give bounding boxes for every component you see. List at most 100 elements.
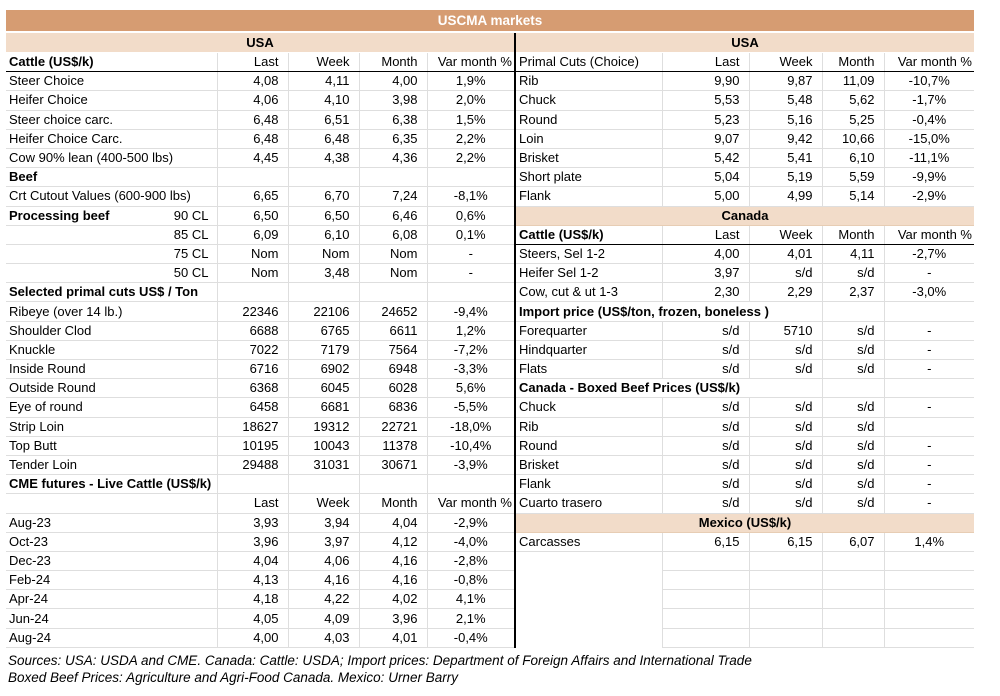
cell-last: 5,00 <box>661 186 749 207</box>
cell-var-month: -9,4% <box>426 301 514 322</box>
table-row: 85 CL 6,09 6,10 6,08 0,1% <box>6 225 514 245</box>
cell-week <box>287 474 359 495</box>
cell-var-month: - <box>883 340 974 361</box>
row-label: Round <box>516 110 662 130</box>
cell-var-month <box>883 417 974 437</box>
cell-last: 5,42 <box>661 148 749 169</box>
cell-var-month: - <box>426 263 514 284</box>
right-market-table: Primal Cuts (Choice) Last Week Month Var mon… <box>516 53 974 648</box>
cell-var-month: -9,9% <box>883 167 974 188</box>
cell-month: 30671 <box>358 455 427 476</box>
cell-week: s/d <box>748 359 822 380</box>
cell-week: 4,22 <box>287 589 359 610</box>
cell-week: 19312 <box>287 417 359 437</box>
table-row: Steer choice carc. 6,48 6,51 6,38 1,5% <box>6 110 514 130</box>
cell-last <box>661 589 749 610</box>
table-row: Inside Round 6716 6902 6948 -3,3% <box>6 359 514 380</box>
cell-last: Last <box>661 225 749 245</box>
cell-month: 6948 <box>358 359 427 380</box>
table-row: 50 CL Nom 3,48 Nom - <box>6 263 514 284</box>
cell-var-month: - <box>883 474 974 495</box>
cell-var-month <box>883 301 974 322</box>
column-header-row: Cattle (US$/k) Last Week Month Var month % <box>6 53 514 73</box>
cell-month: 7,24 <box>358 186 427 207</box>
cell-var-month: Var month % <box>883 53 974 73</box>
cell-last <box>661 551 749 572</box>
cell-last: 4,05 <box>216 608 288 629</box>
row-label: Tender Loin <box>6 455 217 476</box>
cell-last: Nom <box>216 244 288 265</box>
region-band-row: Mexico (US$/k) <box>516 512 974 533</box>
cell-month: s/d <box>821 474 884 495</box>
row-label: Knuckle <box>6 340 217 361</box>
cell-month: 11378 <box>358 436 427 456</box>
cell-month: 6,10 <box>821 148 884 169</box>
table-row: Cuarto trasero s/d s/d s/d - <box>516 493 974 514</box>
cell-last: 2,30 <box>661 282 749 303</box>
row-label: Eye of round <box>6 397 217 418</box>
cell-week: 6765 <box>287 321 359 341</box>
section-label: Import price (US$/ton, frozen, boneless … <box>516 301 822 322</box>
cell-month: s/d <box>821 436 884 456</box>
table-row: Chuck 5,53 5,48 5,62 -1,7% <box>516 90 974 111</box>
cell-month <box>358 474 427 495</box>
cell-month <box>358 167 427 188</box>
cell-last <box>216 474 288 495</box>
cell-var-month: 2,1% <box>426 608 514 629</box>
row-sublabel: 85 CL <box>173 226 209 242</box>
table-row: Rib s/d s/d s/d <box>516 417 974 437</box>
cell-var-month: 1,4% <box>883 532 974 552</box>
cell-week: 7179 <box>287 340 359 361</box>
table-row: Heifer Choice Carc. 6,48 6,48 6,35 2,2% <box>6 129 514 149</box>
table-row: Steer Choice 4,08 4,11 4,00 1,9% <box>6 71 514 92</box>
cell-last <box>216 282 288 303</box>
row-label <box>516 551 662 570</box>
row-label: 50 CL <box>6 263 217 284</box>
table-row: Brisket 5,42 5,41 6,10 -11,1% <box>516 148 974 169</box>
row-label: Round <box>516 436 662 456</box>
cell-month: 6028 <box>358 378 427 399</box>
cell-var-month <box>883 608 974 629</box>
cell-var-month: 2,2% <box>426 129 514 149</box>
cell-var-month: -10,7% <box>883 71 974 92</box>
cell-month: 6,38 <box>358 110 427 130</box>
cell-last: 3,96 <box>216 532 288 552</box>
table-row: Ribeye (over 14 lb.) 22346 22106 24652 -9,4% <box>6 301 514 322</box>
cell-week: 22106 <box>287 301 359 322</box>
cell-week: 6,70 <box>287 186 359 207</box>
cell-var-month: -11,1% <box>883 148 974 169</box>
cell-var-month: Var month % <box>426 53 514 73</box>
table-row: Hindquarter s/d s/d s/d - <box>516 340 974 361</box>
table-row: Heifer Choice 4,06 4,10 3,98 2,0% <box>6 90 514 111</box>
table-row: Flats s/d s/d s/d - <box>516 359 974 380</box>
cell-var-month: 2,2% <box>426 148 514 169</box>
table-row: Rib 9,90 9,87 11,09 -10,7% <box>516 71 974 92</box>
cell-month: 6,46 <box>358 206 427 226</box>
cell-month: 4,00 <box>358 71 427 92</box>
row-label: Ribeye (over 14 lb.) <box>6 301 217 322</box>
table-row: Steers, Sel 1-2 4,00 4,01 4,11 -2,7% <box>516 244 974 265</box>
table-row: Brisket s/d s/d s/d - <box>516 455 974 476</box>
cell-var-month: - <box>883 397 974 418</box>
row-label: Rib <box>516 417 662 437</box>
cell-last: 9,90 <box>661 71 749 92</box>
cell-var-month: -2,9% <box>883 186 974 207</box>
row-label: Jun-24 <box>6 608 217 629</box>
cell-last: 6,48 <box>216 129 288 149</box>
cell-last <box>661 628 749 648</box>
cell-week: 5,16 <box>748 110 822 130</box>
section-label: CME futures - Live Cattle (US$/k) <box>6 474 217 495</box>
row-label: Outside Round <box>6 378 217 399</box>
cell-month: 6,07 <box>821 532 884 552</box>
region-band-label: Canada <box>516 205 974 226</box>
cell-week: 6,48 <box>287 129 359 149</box>
row-label: Cuarto trasero <box>516 493 662 514</box>
row-label: Flank <box>516 186 662 207</box>
cell-week: 6,15 <box>748 532 822 552</box>
right-market-panel: USA Primal Cuts (Choice) Last Week Month Var… <box>516 33 974 648</box>
cell-var-month: -3,0% <box>883 282 974 303</box>
cell-var-month: 1,9% <box>426 71 514 92</box>
cell-last: 5,04 <box>661 167 749 188</box>
cell-last: 4,00 <box>661 244 749 265</box>
cell-var-month: -2,8% <box>426 551 514 572</box>
